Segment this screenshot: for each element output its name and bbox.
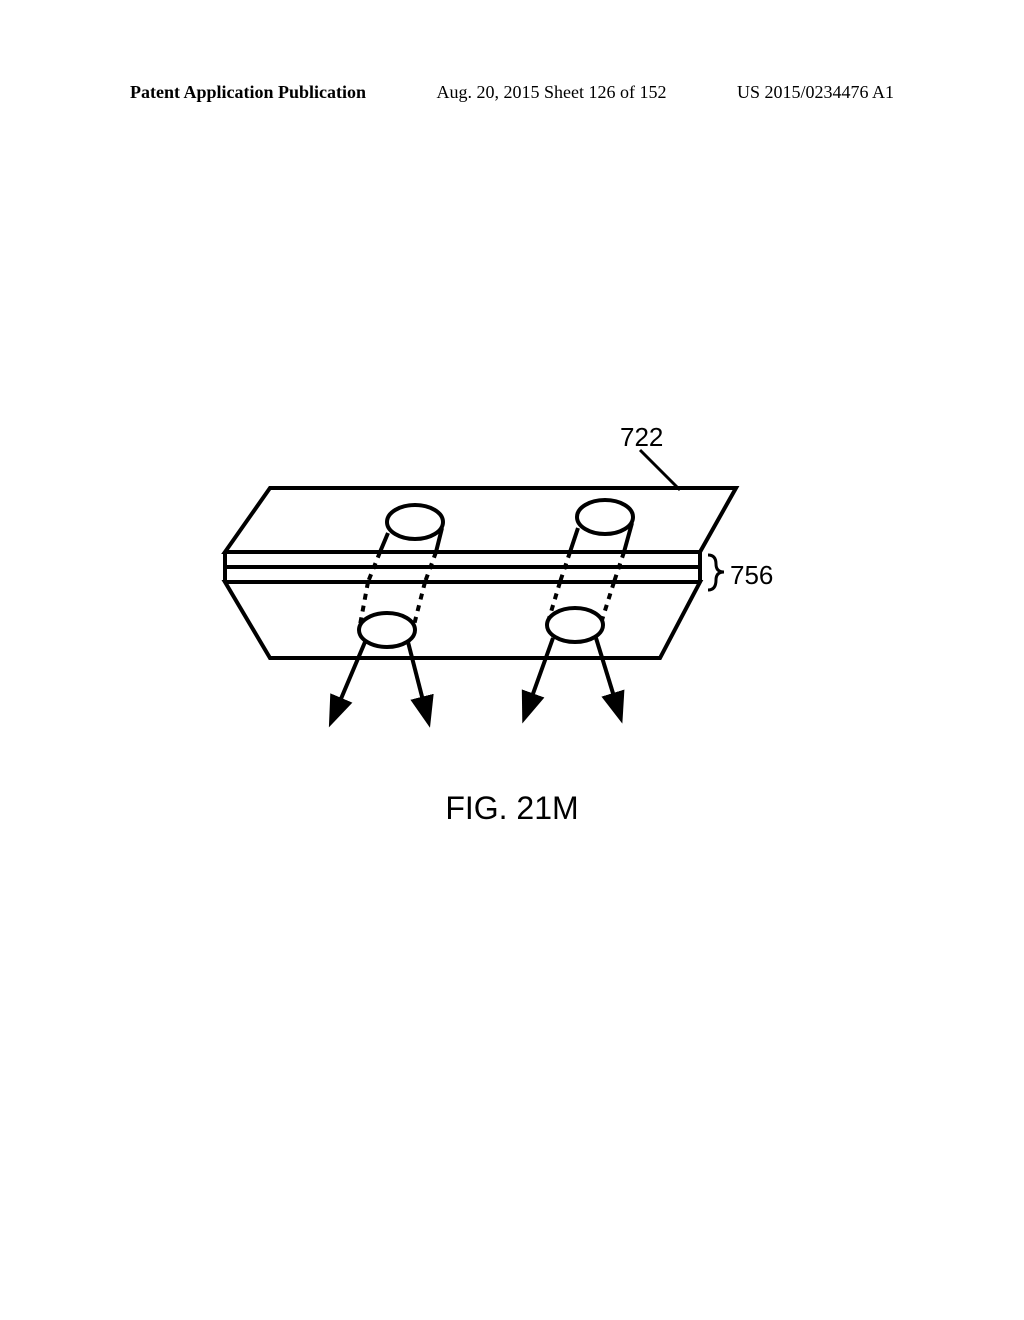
cone2-right-bot xyxy=(602,582,614,620)
ray-arrow-1 xyxy=(332,642,365,720)
bottom-hole-right xyxy=(547,608,603,642)
ray-arrow-4 xyxy=(596,638,620,716)
brace-756 xyxy=(708,555,724,590)
bottom-plate xyxy=(225,582,700,658)
top-hole-left xyxy=(387,505,443,539)
reference-numeral-722: 722 xyxy=(620,422,663,453)
patent-figure-diagram xyxy=(0,0,1024,1320)
leader-722 xyxy=(640,450,680,490)
top-plate xyxy=(225,488,736,552)
figure-caption: FIG. 21M xyxy=(0,790,1024,827)
cone2-left-top xyxy=(570,528,578,552)
reference-numeral-756: 756 xyxy=(730,560,773,591)
top-hole-right xyxy=(577,500,633,534)
ray-arrow-3 xyxy=(525,638,553,716)
cone1-left-top xyxy=(380,533,388,552)
bottom-hole-left xyxy=(359,613,415,647)
cone1-right-bot xyxy=(414,582,425,625)
ray-arrow-2 xyxy=(408,642,428,720)
